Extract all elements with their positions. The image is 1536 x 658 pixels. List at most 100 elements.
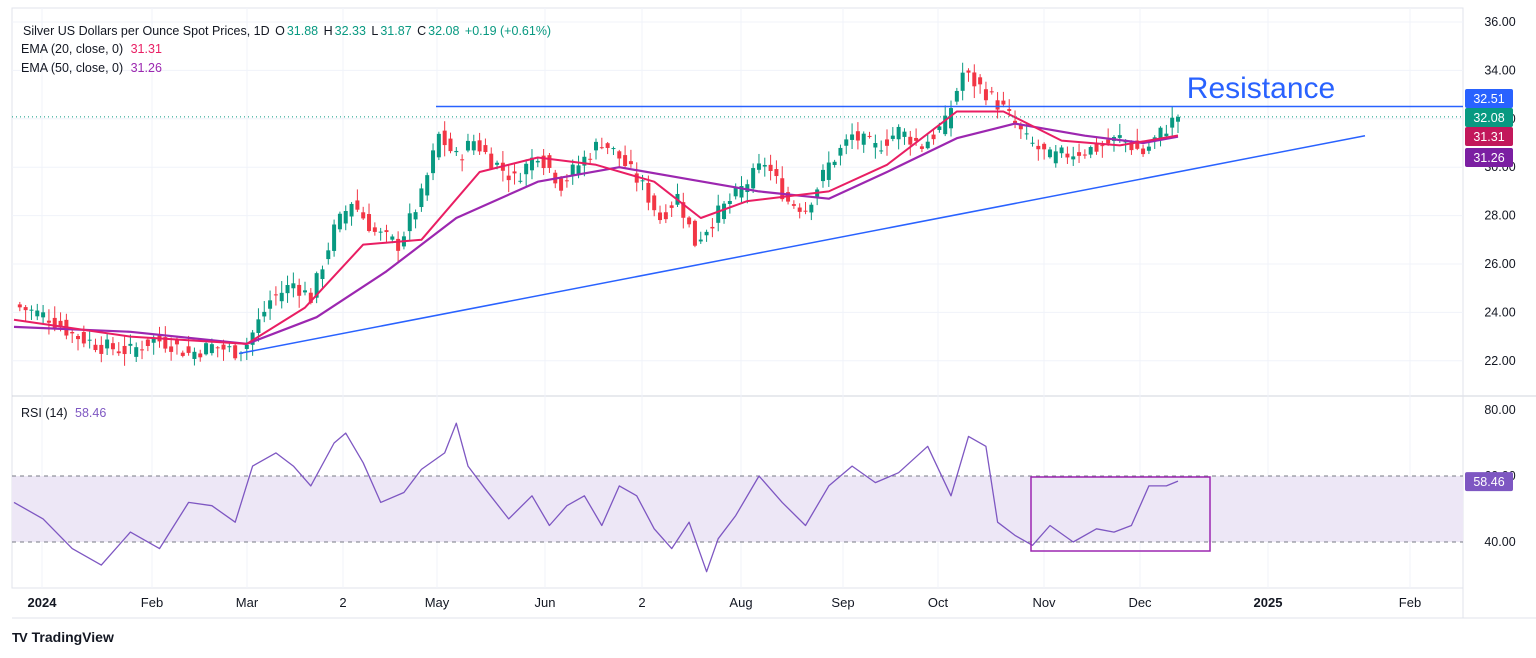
candle-body	[762, 164, 767, 167]
candle-body	[1176, 116, 1180, 122]
candle-body	[361, 212, 366, 219]
candle-body	[966, 70, 971, 73]
candle-body	[559, 178, 564, 191]
candle-body	[692, 220, 697, 246]
candle-body	[937, 126, 942, 131]
candle-body	[524, 163, 529, 175]
candle-body	[652, 195, 657, 211]
candle-body	[669, 205, 674, 208]
candle-body	[169, 346, 174, 352]
price-tag-text: 32.51	[1473, 92, 1504, 106]
candle-body	[1100, 145, 1105, 147]
resistance-label: Resistance	[1187, 72, 1335, 105]
candle-body	[454, 150, 459, 153]
ema20-line	[13, 110, 1179, 345]
candle-body	[919, 146, 924, 149]
candle-body	[140, 349, 145, 351]
candle-body	[273, 294, 278, 296]
candle-body	[483, 145, 488, 153]
candle-body	[1047, 149, 1052, 158]
candle-body	[163, 337, 168, 349]
time-axis-tick: May	[425, 595, 450, 610]
candle-body	[285, 285, 290, 294]
price-tag-bg	[1465, 89, 1513, 108]
candle-body	[983, 89, 988, 101]
candle-body	[716, 205, 721, 223]
candle-body	[93, 344, 98, 351]
candle-body	[221, 344, 226, 350]
candle-body	[739, 186, 744, 198]
tradingview-logo-icon: TV	[12, 629, 28, 645]
candle-body	[541, 155, 546, 169]
candle-body	[192, 351, 197, 359]
candle-body	[861, 133, 866, 145]
time-axis-tick: Oct	[928, 595, 949, 610]
candle-body	[1094, 143, 1099, 152]
candle-body	[227, 346, 232, 348]
candle-body	[378, 231, 383, 233]
symbol-title: Silver US Dollars per Ounce Spot Prices,…	[23, 24, 270, 38]
candle-body	[1164, 133, 1169, 137]
time-axis-tick: Sep	[831, 595, 854, 610]
low-label: L	[371, 24, 379, 38]
candle-body	[844, 139, 849, 146]
time-axis-tick: 2	[339, 595, 346, 610]
candle-body	[349, 203, 354, 217]
candle-body	[954, 90, 959, 102]
candle-body	[535, 160, 540, 163]
price-tag-bg	[1465, 127, 1513, 146]
candle-body	[658, 212, 663, 221]
candle-body	[134, 347, 139, 357]
candle-body	[506, 175, 511, 181]
support-trendline	[238, 135, 1366, 355]
candle-body	[809, 204, 814, 213]
candle-body	[727, 200, 732, 205]
candle-body	[1042, 143, 1047, 150]
price-axis-tick: 28.00	[1484, 209, 1515, 223]
candle-body	[931, 134, 936, 140]
candle-body	[803, 210, 808, 212]
candle-body	[628, 161, 633, 165]
candle-body	[850, 134, 855, 140]
candle-body	[17, 304, 22, 308]
ema50-label: EMA (50, close, 0)	[21, 61, 124, 75]
candle-body	[791, 204, 796, 206]
candle-body	[774, 169, 779, 177]
close-value: 32.08	[428, 24, 460, 38]
candle-body	[576, 165, 581, 175]
close-label: C	[417, 24, 427, 38]
candle-body	[594, 141, 598, 151]
price-tag-text: 32.08	[1473, 111, 1504, 125]
candle-body	[681, 202, 686, 218]
candle-body	[1071, 156, 1076, 160]
candle-body	[58, 320, 63, 328]
candle-body	[303, 290, 307, 293]
time-axis-tick: 2024	[28, 595, 58, 610]
candle-body	[1036, 145, 1041, 150]
candle-body	[110, 343, 115, 350]
candle-body	[960, 72, 965, 91]
candle-body	[29, 309, 34, 311]
rsi-tag-text: 58.46	[1473, 475, 1504, 489]
candle-body	[1024, 133, 1029, 135]
candle-body	[722, 203, 727, 220]
price-axis-tick: 24.00	[1484, 305, 1515, 319]
change-value: +0.19 (+0.61%)	[464, 24, 552, 38]
high-label: H	[323, 24, 333, 38]
tradingview-brand[interactable]: TV TradingView	[12, 629, 114, 645]
candle-body	[105, 339, 110, 349]
candle-body	[372, 227, 377, 232]
low-value: 31.87	[380, 24, 412, 38]
ema20-legend: EMA (20, close, 0) 31.31	[21, 42, 162, 56]
candle-body	[1123, 141, 1128, 143]
open-value: 31.88	[286, 24, 319, 38]
time-axis-tick: Mar	[236, 595, 259, 610]
time-axis-tick: 2	[638, 595, 645, 610]
candle-body	[332, 224, 337, 251]
candle-body	[41, 312, 46, 318]
candle-body	[564, 180, 569, 182]
candle-body	[1007, 109, 1012, 111]
candle-body	[448, 138, 453, 152]
candle-body	[186, 346, 191, 353]
